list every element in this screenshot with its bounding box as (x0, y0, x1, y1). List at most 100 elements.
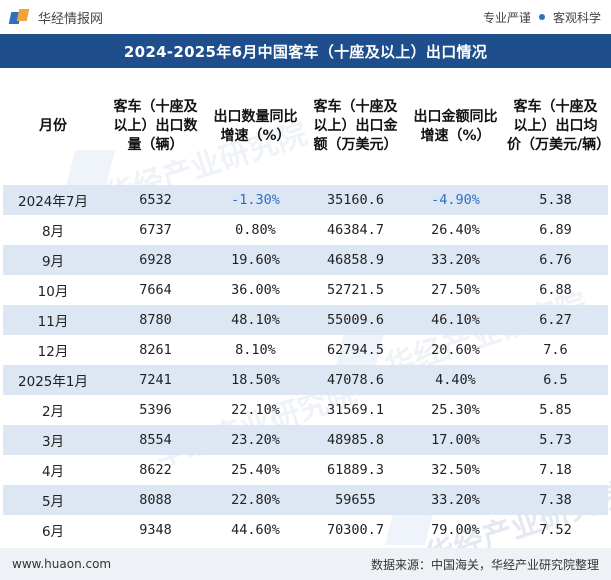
cell-amount-growth: 32.50% (431, 462, 480, 478)
brand: 华经情报网 (8, 8, 104, 27)
table-row: 2024年7月 6532 -1.30% 35160.6 -4.90% 5.38 (3, 185, 608, 215)
column-header-amount-growth: 出口金额同比增速（%） (413, 108, 498, 144)
cell-month: 3月 (3, 425, 103, 455)
cell-amount: 35160.6 (303, 185, 408, 215)
column-header-quantity-growth: 出口数量同比增速（%） (213, 108, 298, 144)
brand-logo-icon (8, 9, 32, 25)
cell-quantity-growth: 0.80% (235, 222, 276, 238)
cell-amount: 47078.6 (303, 365, 408, 395)
cell-amount: 70300.7 (327, 522, 384, 538)
cell-month: 10月 (37, 284, 69, 300)
cell-avg-price: 7.52 (539, 522, 572, 538)
cell-avg-price: 7.38 (503, 485, 608, 515)
dot-separator-icon (538, 14, 545, 20)
cell-amount-growth: -4.90% (408, 185, 503, 215)
cell-quantity-growth: 22.10% (231, 402, 280, 418)
cell-month: 2025年1月 (3, 365, 103, 395)
brand-name: 华经情报网 (38, 11, 104, 27)
cell-quantity: 8780 (103, 305, 208, 335)
cell-quantity-growth: 18.50% (208, 365, 303, 395)
cell-quantity-growth: 23.20% (208, 425, 303, 455)
cell-quantity: 6532 (103, 185, 208, 215)
top-bar: 华经情报网 专业严谨 客观科学 (0, 0, 611, 34)
table-row: 12月 8261 8.10% 62794.5 20.60% 7.6 (3, 335, 608, 365)
table-row: 6月 9348 44.60% 70300.7 79.00% 7.52 (3, 515, 608, 545)
cell-avg-price: 6.76 (503, 245, 608, 275)
export-table: 月份 客车（十座及以上）出口数量（辆） 出口数量同比增速（%） 客车（十座及以上… (3, 68, 611, 545)
cell-quantity: 5396 (139, 402, 172, 418)
cell-avg-price: 7.6 (543, 342, 568, 358)
cell-avg-price: 5.38 (503, 185, 608, 215)
cell-avg-price: 6.5 (503, 365, 608, 395)
table-row: 5月 8088 22.80% 59655 33.20% 7.38 (3, 485, 608, 515)
cell-amount: 62794.5 (327, 342, 384, 358)
cell-amount-growth: 46.10% (408, 305, 503, 335)
table-row: 2025年1月 7241 18.50% 47078.6 4.40% 6.5 (3, 365, 608, 395)
cell-quantity: 8622 (139, 462, 172, 478)
tagline-2: 客观科学 (552, 10, 601, 25)
cell-amount-growth: 20.60% (431, 342, 480, 358)
cell-amount-growth: 26.40% (431, 222, 480, 238)
cell-quantity-growth: 36.00% (231, 282, 280, 298)
cell-month: 2024年7月 (3, 185, 103, 215)
cell-quantity-growth: -1.30% (208, 185, 303, 215)
cell-month: 6月 (41, 524, 65, 540)
cell-amount-growth: 27.50% (431, 282, 480, 298)
table-row: 10月 7664 36.00% 52721.5 27.50% 6.88 (3, 275, 608, 305)
cell-quantity: 8261 (139, 342, 172, 358)
cell-amount-growth: 4.40% (408, 365, 503, 395)
column-header-amount: 客车（十座及以上）出口金额（万美元） (313, 99, 398, 153)
cell-amount: 31569.1 (327, 402, 384, 418)
cell-amount: 46384.7 (327, 222, 384, 238)
cell-quantity-growth: 25.40% (231, 462, 280, 478)
cell-amount-growth: 17.00% (408, 425, 503, 455)
cell-amount-growth: 79.00% (431, 522, 480, 538)
cell-quantity: 6928 (103, 245, 208, 275)
column-header-quantity: 客车（十座及以上）出口数量（辆） (113, 99, 198, 153)
cell-avg-price: 6.89 (539, 222, 572, 238)
cell-quantity-growth: 22.80% (208, 485, 303, 515)
cell-quantity-growth: 44.60% (231, 522, 280, 538)
cell-month: 8月 (41, 224, 65, 240)
taglines: 专业严谨 客观科学 (483, 9, 601, 26)
cell-month: 9月 (3, 245, 103, 275)
cell-month: 5月 (3, 485, 103, 515)
table-title: 2024-2025年6月中国客车（十座及以上）出口情况 (0, 34, 611, 68)
cell-avg-price: 6.88 (539, 282, 572, 298)
footer-source: 数据来源：中国海关，华经产业研究院整理 (370, 557, 599, 572)
cell-quantity: 6737 (139, 222, 172, 238)
cell-amount: 61889.3 (327, 462, 384, 478)
cell-quantity: 7664 (139, 282, 172, 298)
table-row: 4月 8622 25.40% 61889.3 32.50% 7.18 (3, 455, 608, 485)
cell-amount: 59655 (303, 485, 408, 515)
cell-avg-price: 5.73 (503, 425, 608, 455)
cell-avg-price: 5.85 (539, 402, 572, 418)
cell-quantity-growth: 19.60% (208, 245, 303, 275)
cell-month: 4月 (41, 464, 65, 480)
cell-amount: 46858.9 (303, 245, 408, 275)
cell-avg-price: 6.27 (503, 305, 608, 335)
cell-avg-price: 7.18 (539, 462, 572, 478)
column-header-avg-price: 客车（十座及以上）出口均价（万美元/辆） (507, 99, 611, 153)
cell-quantity: 8088 (103, 485, 208, 515)
tagline-1: 专业严谨 (482, 10, 531, 25)
table-row: 8月 6737 0.80% 46384.7 26.40% 6.89 (3, 215, 608, 245)
cell-amount-growth: 33.20% (408, 245, 503, 275)
table-row: 3月 8554 23.20% 48985.8 17.00% 5.73 (3, 425, 608, 455)
table-row: 9月 6928 19.60% 46858.9 33.20% 6.76 (3, 245, 608, 275)
header-row: 月份 客车（十座及以上）出口数量（辆） 出口数量同比增速（%） 客车（十座及以上… (3, 68, 611, 185)
cell-month: 2月 (41, 404, 65, 420)
cell-amount-growth: 25.30% (431, 402, 480, 418)
cell-quantity-growth: 8.10% (235, 342, 276, 358)
column-header-month: 月份 (39, 118, 67, 134)
cell-amount: 55009.6 (303, 305, 408, 335)
cell-quantity-growth: 48.10% (208, 305, 303, 335)
cell-month: 12月 (37, 344, 69, 360)
table-row: 11月 8780 48.10% 55009.6 46.10% 6.27 (3, 305, 608, 335)
footer-url: www.huaon.com (12, 557, 112, 571)
cell-quantity: 9348 (139, 522, 172, 538)
table-row: 2月 5396 22.10% 31569.1 25.30% 5.85 (3, 395, 608, 425)
cell-quantity: 7241 (103, 365, 208, 395)
cell-amount: 48985.8 (303, 425, 408, 455)
cell-quantity: 8554 (103, 425, 208, 455)
